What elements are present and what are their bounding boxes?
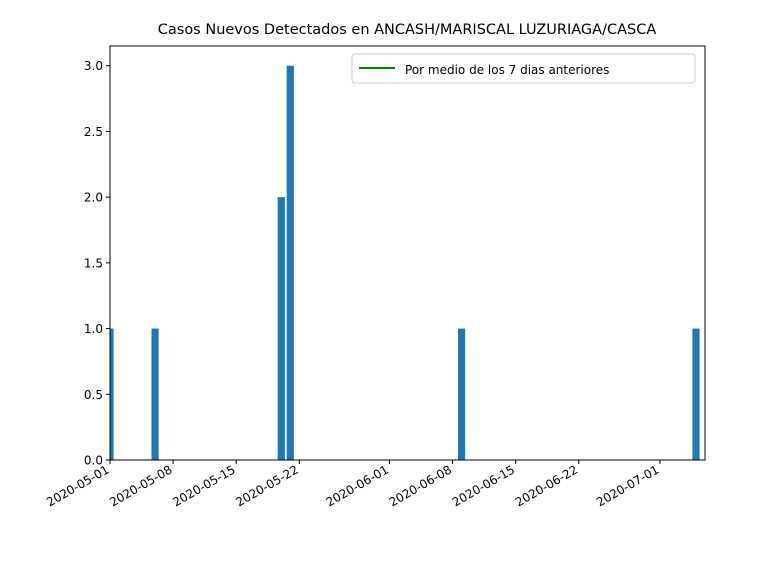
x-tick-label-1: 2020-05-08 xyxy=(107,462,174,509)
y-tick-label-6: 3.0 xyxy=(84,59,103,73)
bar-5 xyxy=(692,328,700,460)
y-tick-label-3: 1.5 xyxy=(84,256,103,270)
bar-2 xyxy=(277,197,285,460)
x-tick-label-8: 2020-07-01 xyxy=(594,462,661,509)
chart-title: Casos Nuevos Detectados en ANCASH/MARISC… xyxy=(158,22,657,38)
y-tick-label-0: 0.0 xyxy=(84,454,103,468)
legend-frame xyxy=(351,53,696,84)
x-tick-label-0: 2020-05-01 xyxy=(44,462,111,509)
legend: Por medio de los 7 dias anteriores xyxy=(351,53,696,84)
x-tick-label-5: 2020-06-08 xyxy=(387,462,454,509)
x-tick-label-4: 2020-06-01 xyxy=(324,462,391,509)
legend-entry-label: Por medio de los 7 dias anteriores xyxy=(405,63,609,77)
bar-4 xyxy=(457,328,466,460)
x-tick-label-3: 2020-05-22 xyxy=(233,462,300,509)
bar-3 xyxy=(286,65,294,460)
y-tick-label-2: 1.0 xyxy=(84,322,103,336)
bar-1 xyxy=(151,328,159,460)
x-tick-label-2: 2020-05-15 xyxy=(170,462,237,509)
bars-group xyxy=(110,65,700,460)
x-tick-label-6: 2020-06-15 xyxy=(450,462,517,509)
axes-group: 0.0 0.5 1.0 1.5 2.0 2.5 3.0 2020-05-012020-05-0… xyxy=(44,45,706,509)
plot-frame xyxy=(109,45,706,461)
y-tick-label-5: 2.5 xyxy=(84,125,103,139)
y-tick-label-4: 2.0 xyxy=(84,191,103,205)
bar-0 xyxy=(110,328,114,460)
x-tick-label-7: 2020-06-22 xyxy=(513,462,580,509)
y-tick-label-1: 0.5 xyxy=(84,388,103,402)
